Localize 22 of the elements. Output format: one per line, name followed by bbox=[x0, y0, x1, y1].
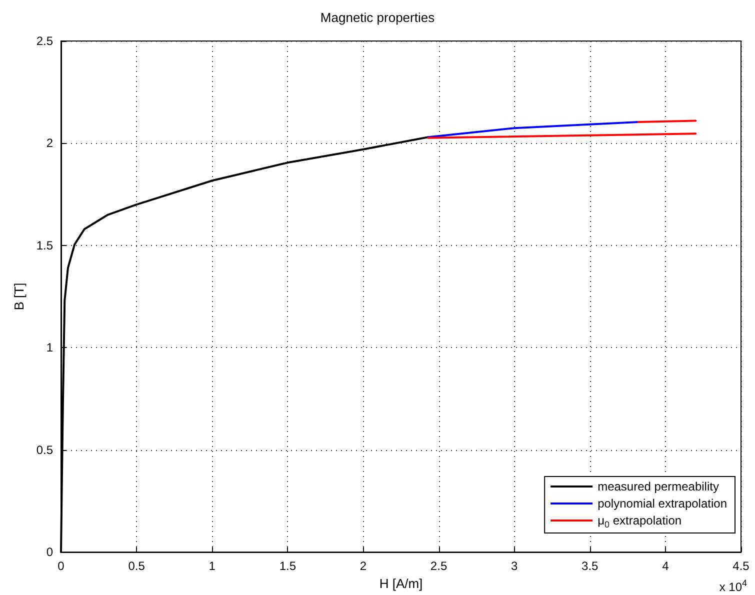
y-tick-label: 1.5 bbox=[36, 238, 54, 252]
x-tick-label: 3.5 bbox=[582, 559, 599, 574]
x-tick-label: 1.5 bbox=[279, 559, 296, 574]
x-tick-label: 4.5 bbox=[732, 559, 750, 574]
line-series bbox=[427, 120, 640, 138]
y-tick-label: 2 bbox=[46, 136, 54, 150]
y-tick-label: 1 bbox=[46, 340, 54, 355]
chart-title: Magnetic properties bbox=[320, 10, 436, 25]
x-tick-label: 4 bbox=[662, 559, 670, 574]
x-tick-label: 2 bbox=[360, 559, 367, 574]
x-tick-label: 2.5 bbox=[430, 559, 448, 574]
x-axis-title: H [A/m] bbox=[379, 576, 423, 591]
y-tick-label: 0 bbox=[46, 545, 54, 560]
legend-label: polynomial extrapolation bbox=[598, 496, 728, 510]
x-tick-label: 0.5 bbox=[128, 559, 146, 574]
legend-label: measured permeability bbox=[598, 480, 719, 494]
y-axis-title: B [T] bbox=[11, 282, 26, 310]
y-tick-label: 0.5 bbox=[36, 442, 54, 457]
y-tick-label: 2.5 bbox=[36, 34, 54, 48]
x-tick-label: 3 bbox=[510, 559, 518, 574]
x-tick-label: 1 bbox=[208, 559, 216, 574]
x-tick-label: 0 bbox=[58, 559, 65, 574]
